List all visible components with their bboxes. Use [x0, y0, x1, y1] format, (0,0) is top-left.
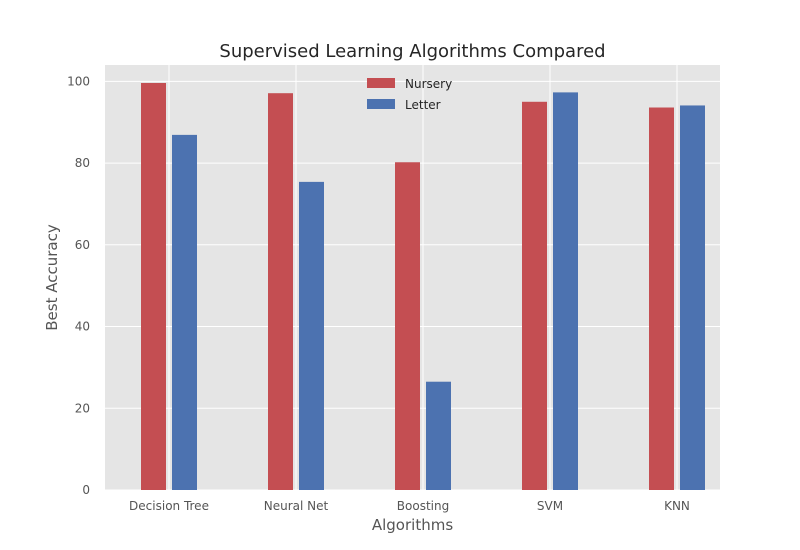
bar-letter-4	[680, 105, 705, 491]
x-axis-label: Algorithms	[372, 516, 453, 534]
legend: Nursery Letter	[367, 77, 452, 112]
y-tick-label-2: 40	[75, 320, 90, 334]
x-tick-label-0: Decision Tree	[129, 499, 209, 513]
bar-nursery-3	[522, 101, 547, 491]
y-tick-label-5: 100	[67, 74, 90, 88]
x-tick-label-2: Boosting	[397, 499, 449, 513]
bar-letter-0	[172, 134, 197, 490]
y-axis: 0 20 40 60 80 100	[67, 74, 90, 497]
x-tick-label-4: KNN	[664, 499, 690, 513]
y-tick-label-3: 60	[75, 238, 90, 252]
chart-title: Supervised Learning Algorithms Compared	[219, 41, 605, 62]
y-tick-label-4: 80	[75, 156, 90, 170]
legend-swatch-letter	[367, 99, 395, 109]
legend-label-letter: Letter	[405, 98, 441, 112]
bar-nursery-2	[395, 162, 420, 490]
bars	[141, 82, 705, 491]
bar-nursery-0	[141, 82, 166, 490]
x-axis: Decision Tree Neural Net Boosting SVM KNN	[129, 499, 690, 513]
bar-letter-1	[299, 181, 324, 490]
y-axis-label: Best Accuracy	[43, 224, 61, 331]
bar-nursery-4	[649, 107, 674, 490]
legend-swatch-nursery	[367, 78, 395, 88]
y-tick-label-0: 0	[82, 483, 90, 497]
bar-letter-3	[553, 92, 578, 490]
x-tick-label-1: Neural Net	[264, 499, 329, 513]
bar-letter-2	[426, 381, 451, 490]
y-tick-label-1: 20	[75, 401, 90, 415]
x-tick-label-3: SVM	[537, 499, 563, 513]
legend-label-nursery: Nursery	[405, 77, 452, 91]
bar-nursery-1	[268, 93, 293, 490]
